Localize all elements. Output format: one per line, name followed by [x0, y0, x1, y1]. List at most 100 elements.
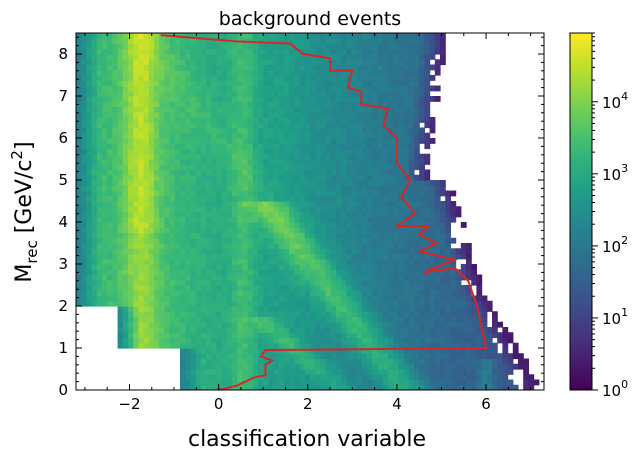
heatmap-cell: [356, 274, 363, 281]
heatmap-cell: [512, 348, 519, 354]
heatmap-cell: [289, 264, 295, 270]
heatmap-cell: [367, 222, 373, 228]
heatmap-cell: [232, 379, 238, 386]
heatmap-cell: [133, 211, 139, 218]
heatmap-cell: [320, 279, 327, 286]
heatmap-cell: [133, 274, 139, 281]
heatmap-cell: [330, 379, 337, 386]
heatmap-cell: [159, 237, 165, 244]
heatmap-cell: [419, 153, 425, 160]
heatmap-cell: [86, 69, 93, 76]
heatmap-cell: [440, 327, 446, 333]
heatmap-cell: [237, 274, 243, 281]
heatmap-cell: [117, 153, 124, 160]
heatmap-cell: [429, 180, 436, 186]
heatmap-cell: [278, 258, 285, 265]
heatmap-cell: [299, 227, 306, 234]
heatmap-cell: [122, 106, 129, 113]
heatmap-cell: [523, 369, 529, 375]
heatmap-cell: [159, 285, 165, 291]
heatmap-cell: [434, 237, 441, 244]
heatmap-cell: [372, 96, 379, 102]
heatmap-cell: [367, 64, 373, 71]
heatmap-cell: [226, 300, 233, 307]
heatmap-cell: [278, 185, 285, 192]
heatmap-cell: [273, 321, 280, 328]
heatmap-cell: [122, 127, 129, 134]
heatmap-cell: [336, 306, 342, 312]
heatmap-cell: [185, 374, 191, 381]
heatmap-cell: [185, 332, 191, 339]
heatmap-cell: [299, 59, 306, 66]
heatmap-cell: [398, 85, 405, 92]
heatmap-cell: [304, 379, 311, 386]
heatmap-cell: [445, 316, 451, 323]
heatmap-cell: [164, 80, 171, 87]
heatmap-cell: [341, 190, 347, 197]
heatmap-cell: [351, 117, 358, 123]
heatmap-cell: [341, 195, 347, 202]
heatmap-cell: [143, 332, 150, 339]
heatmap-cell: [164, 342, 171, 349]
heatmap-cell: [247, 253, 254, 260]
heatmap-cell: [148, 306, 155, 312]
heatmap-cell: [268, 122, 275, 129]
heatmap-cell: [429, 253, 436, 260]
heatmap-cell: [445, 363, 451, 370]
heatmap-cell: [346, 206, 353, 213]
heatmap-cell: [76, 285, 82, 291]
heatmap-cell: [325, 111, 332, 118]
heatmap-cell: [377, 290, 384, 297]
heatmap-cell: [310, 384, 316, 390]
heatmap-cell: [336, 38, 342, 45]
heatmap-cell: [382, 169, 389, 176]
heatmap-cell: [138, 227, 145, 234]
heatmap-cell: [367, 295, 373, 302]
heatmap-cell: [362, 316, 368, 323]
heatmap-cell: [273, 180, 280, 186]
heatmap-cell: [91, 54, 98, 60]
heatmap-cell: [216, 311, 223, 318]
heatmap-cell: [273, 122, 280, 129]
heatmap-cell: [294, 206, 301, 213]
heatmap-cell: [211, 279, 217, 286]
heatmap-cell: [247, 348, 254, 354]
heatmap-cell: [299, 232, 306, 239]
heatmap-cell: [180, 64, 186, 71]
heatmap-cell: [148, 237, 155, 244]
heatmap-cell: [393, 201, 399, 207]
heatmap-cell: [403, 379, 410, 386]
heatmap-cell: [252, 384, 259, 390]
heatmap-cell: [221, 96, 228, 102]
heatmap-cell: [107, 148, 113, 155]
heatmap-cell: [507, 379, 514, 386]
heatmap-cell: [424, 243, 431, 249]
heatmap-cell: [367, 264, 373, 270]
heatmap-cell: [434, 195, 441, 202]
heatmap-cell: [180, 353, 186, 360]
heatmap-cell: [419, 316, 425, 323]
heatmap-cell: [112, 232, 119, 239]
heatmap-cell: [310, 43, 316, 50]
heatmap-cell: [107, 201, 113, 207]
heatmap-cell: [341, 64, 347, 71]
heatmap-cell: [195, 59, 202, 66]
heatmap-cell: [226, 290, 233, 297]
heatmap-cell: [268, 290, 275, 297]
heatmap-cell: [351, 90, 358, 97]
heatmap-cell: [273, 75, 280, 81]
heatmap-cell: [117, 321, 124, 328]
heatmap-cell: [200, 48, 207, 55]
heatmap-cell: [226, 33, 233, 39]
heatmap-cell: [174, 111, 181, 118]
heatmap-cell: [211, 316, 217, 323]
heatmap-cell: [221, 85, 228, 92]
heatmap-cell: [403, 117, 410, 123]
heatmap-cell: [492, 332, 498, 339]
heatmap-cell: [346, 279, 353, 286]
heatmap-cell: [128, 75, 134, 81]
heatmap-cell: [325, 222, 332, 228]
heatmap-cell: [362, 290, 368, 297]
heatmap-cell: [102, 232, 108, 239]
heatmap-cell: [445, 222, 451, 228]
